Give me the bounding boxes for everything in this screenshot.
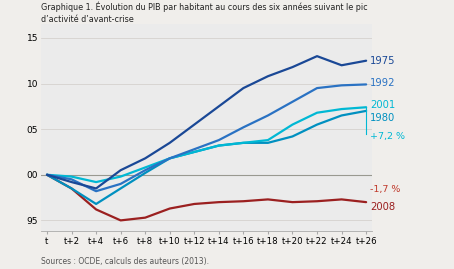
Text: Sources : OCDE, calculs des auteurs (2013).: Sources : OCDE, calculs des auteurs (201… — [41, 257, 209, 266]
Text: 2001: 2001 — [370, 100, 395, 110]
Text: 1975: 1975 — [370, 56, 395, 66]
Text: 2008: 2008 — [370, 202, 395, 212]
Text: -1,7 %: -1,7 % — [370, 185, 400, 194]
Text: 1992: 1992 — [370, 78, 395, 88]
Text: 1980: 1980 — [370, 113, 395, 123]
Text: Graphique 1. Évolution du PIB par habitant au cours des six années suivant le pi: Graphique 1. Évolution du PIB par habita… — [41, 1, 367, 12]
Text: +7,2 %: +7,2 % — [370, 132, 405, 141]
Text: d’activité d’avant-crise: d’activité d’avant-crise — [41, 15, 133, 24]
